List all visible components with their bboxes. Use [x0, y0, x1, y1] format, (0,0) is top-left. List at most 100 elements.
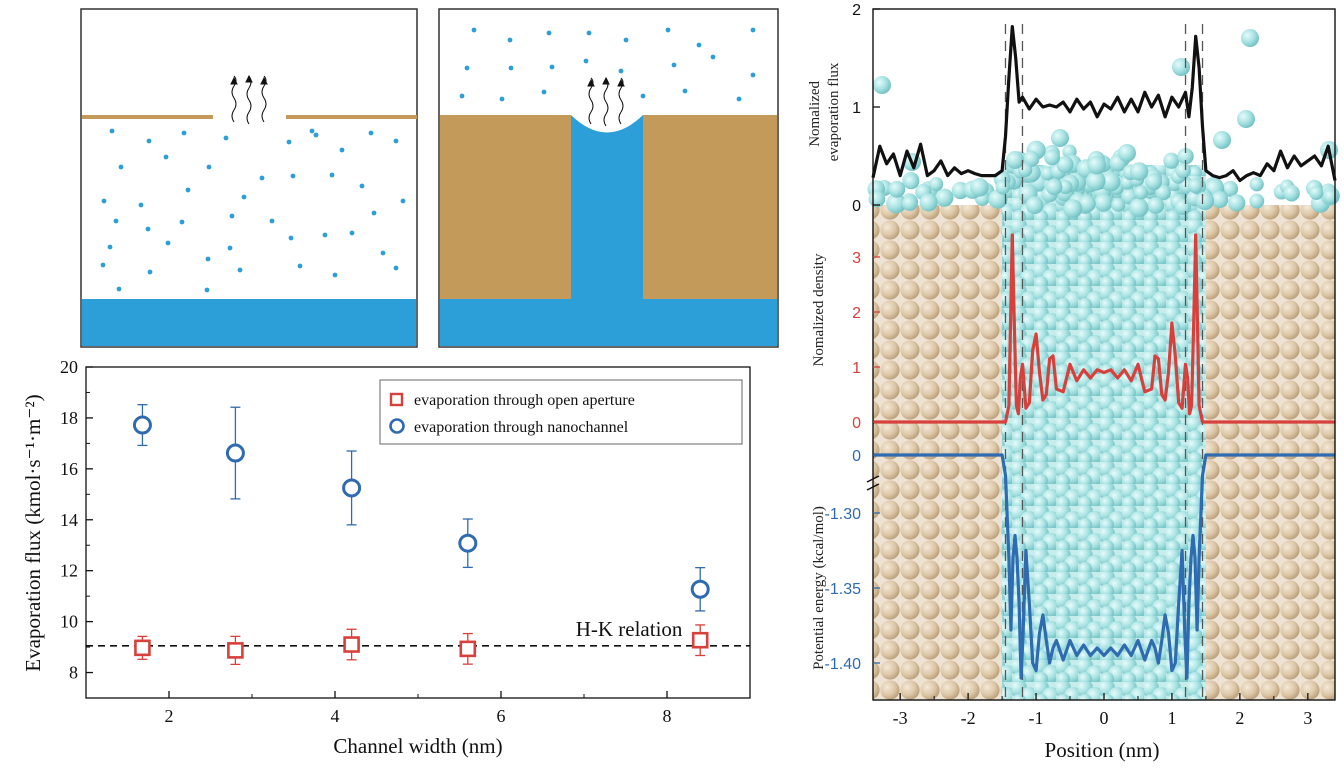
density-y-tick-label: 1 [852, 360, 861, 377]
schematic-open-aperture [80, 8, 418, 348]
panel-flux-ylabel: Nomalized evaporation flux [807, 62, 842, 161]
legend-square-marker-icon [389, 392, 404, 407]
vapor-molecule-dot [583, 58, 589, 64]
vapor-molecule-dot [508, 65, 514, 71]
surface-water-atom [1133, 185, 1149, 200]
vapor-molecule-dot [696, 42, 702, 48]
legend-label-open-aperture: evaporation through open aperture [414, 392, 635, 409]
x-tick-label: 6 [497, 706, 506, 726]
y-tick-label: 16 [60, 459, 78, 479]
vapor-water-atom [1241, 29, 1259, 47]
vapor-molecule-dot [206, 164, 212, 170]
vapor-molecule-dot [205, 256, 211, 262]
vapor-molecule-dot [549, 64, 555, 70]
vapor-molecule-dot [146, 138, 152, 144]
flux-y-tick-label: 1 [852, 100, 861, 117]
density-y-tick-label: 2 [852, 305, 861, 322]
nanochannel-wall-left [440, 115, 571, 301]
axis-break-icon [866, 483, 880, 491]
surface-water-atom [1174, 198, 1191, 216]
surface-water-atom [1228, 194, 1246, 212]
surface-water-atom [970, 178, 989, 197]
nanochannel-point [690, 579, 710, 599]
potential-y-tick-label: -1.40 [825, 656, 862, 673]
surface-water-atom [1044, 149, 1061, 166]
vapor-molecule-dot [329, 172, 335, 178]
surface-water-atom [1249, 177, 1264, 192]
panel-density-ylabel: Nomalized density [811, 253, 827, 366]
wall-atoms-right [1205, 205, 1335, 700]
y-tick-label: 18 [60, 408, 78, 428]
surface-water-atom [1147, 197, 1165, 214]
density-y-tick-label: 0 [852, 415, 861, 432]
vapor-molecule-dot [750, 72, 756, 78]
aperture-box [80, 8, 418, 348]
vapor-water-atom [1006, 151, 1024, 169]
surface-water-atom [886, 193, 907, 214]
legend: evaporation through open aperture evapor… [379, 379, 743, 445]
x-tick-label: 8 [663, 706, 672, 726]
x-tick-label: 3 [1303, 708, 1312, 728]
vapor-molecule-dot [546, 30, 552, 36]
open-aperture-point [691, 631, 709, 649]
surface-water-atom [1309, 185, 1324, 200]
vapor-molecule-dot [145, 226, 151, 232]
surface-water-atom [1163, 152, 1180, 169]
surface-water-atom [1078, 194, 1096, 213]
vapor-molecule-dot [223, 135, 229, 141]
evaporation-arrows-icon [587, 76, 625, 127]
surface-water-atom [1188, 178, 1203, 194]
vapor-molecule-dot [288, 235, 294, 241]
vapor-molecule-dot [671, 62, 677, 68]
x-tick-label: -3 [893, 708, 908, 728]
vapor-water-atom [1051, 129, 1069, 147]
vapor-molecule-dot [507, 37, 513, 43]
vapor-molecule-dot [118, 164, 124, 170]
flux-curve [871, 25, 1337, 183]
legend-label-nanochannel: evaporation through nanochannel [414, 419, 629, 436]
vapor-molecule-dot [138, 202, 144, 208]
surface-water-atom [902, 195, 918, 211]
vapor-molecule-dot [339, 147, 345, 153]
x-axis-label: Position (nm) [1045, 738, 1160, 762]
vapor-molecule-dot [640, 93, 646, 99]
vapor-molecule-dot [101, 198, 107, 204]
vapor-molecule-dot [116, 286, 122, 292]
vapor-molecule-dot [710, 54, 716, 60]
vapor-molecule-dot [471, 27, 477, 33]
surface-water-atom [929, 177, 944, 192]
y-axis-label: Evaporation flux (kmol·s⁻¹·m⁻²) [21, 394, 45, 671]
profile-plot: -3 -2 -1 0 1 2 3 0 1 2 0 1 2 3 0 -1.30 -1.35 -1.40 Positi… [807, 2, 1340, 762]
surface-water-atom [888, 180, 906, 198]
surface-water-atom [903, 174, 919, 190]
vapor-molecule-dot [736, 96, 742, 102]
surface-water-atom [1195, 191, 1215, 211]
vapor-molecule-dot [682, 88, 688, 94]
vapor-molecule-dot [100, 262, 106, 268]
vapor-water-atom [873, 76, 891, 94]
vapor-molecule-dot [393, 265, 399, 271]
vapor-molecule-dot [204, 287, 210, 293]
surface-water-atom [1094, 193, 1113, 212]
vapor-molecule-dot [400, 198, 406, 204]
vapor-molecule-dot [227, 245, 233, 251]
vapor-molecule-dot [368, 130, 374, 136]
vapor-water-atom [1213, 131, 1231, 149]
y-tick-label: 14 [60, 510, 78, 530]
density-curve [873, 233, 1335, 424]
vapor-molecule-dot [269, 218, 275, 224]
open-aperture-point [459, 640, 477, 658]
vapor-molecule-dot [359, 183, 365, 189]
x-tick-label: 2 [1235, 708, 1244, 728]
vapor-molecule-dot [185, 187, 191, 193]
vapor-molecule-dot [541, 89, 547, 95]
vapor-molecule-dot [290, 173, 296, 179]
vapor-molecule-dot [147, 269, 153, 275]
potential-y-tick-label: 0 [852, 448, 861, 465]
flux-y-tick-label: 0 [852, 198, 861, 215]
surface-water-atom [1323, 189, 1339, 204]
vapor-water-atom [1118, 144, 1136, 162]
vapor-molecule-dot [313, 132, 319, 138]
nanochannel-point [132, 415, 152, 435]
